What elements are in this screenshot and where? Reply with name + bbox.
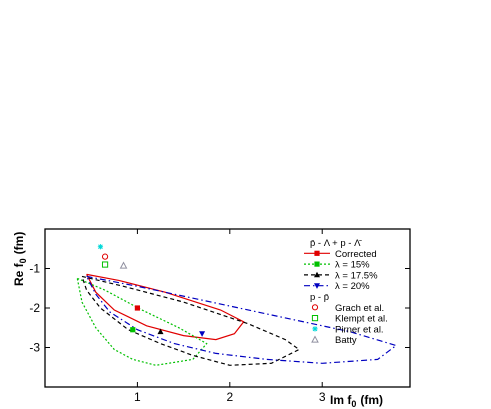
contour-15 [76,277,208,366]
y-tick-label: -1 [29,262,40,276]
point-pirner-et-al [97,244,104,250]
y-tick-label: -3 [29,341,40,355]
contour-corrected [86,273,245,341]
legend-label-grach-et-al: Grach et al. [335,303,384,314]
best-fit-corrected [134,305,141,311]
x-tick-label: 3 [319,390,326,404]
contour-17-5 [81,275,301,366]
point-layer [97,244,206,337]
y-axis-label-unit: (fm) [12,232,26,255]
legend-label-klempt-et-al: Klempt et al. [335,314,388,325]
legend-marker-klempt-et-al [311,315,319,322]
x-axis-label: Im f0 (fm) [330,393,383,409]
x-axis-label-main: Im f [330,393,352,407]
legend-header: p - p̄ [310,292,329,303]
legend-marker-grach-et-al [311,304,319,311]
best-fit-15 [130,327,136,333]
point-batty [119,261,128,269]
contour-20 [86,275,398,364]
legend-marker-batty [311,335,319,343]
x-tick-label: 1 [134,390,141,404]
y-axis-label: Re f0 (fm) [12,232,28,286]
legend-label-15: λ = 15% [335,260,370,271]
x-tick-label: 2 [226,390,233,404]
x-axis-label-unit: (fm) [360,393,383,407]
y-axis-label-sub: 0 [18,258,28,263]
legend-marker-corrected [314,250,320,256]
point-grach-et-al [101,253,109,260]
best-fit-17-5 [157,328,164,335]
y-tick-label: -2 [29,301,40,315]
legend-label-17-5: λ = 17.5% [335,270,378,281]
legend-header: p̄ - Λ + p - Λ̄ [310,238,362,249]
best-fit-20 [199,331,206,337]
legend-marker-20 [314,283,320,289]
legend-marker-17-5 [314,271,320,278]
legend-label-20: λ = 20% [335,281,370,292]
point-klempt-et-al [101,261,109,268]
y-axis-label-main: Re f [12,262,26,286]
legend-marker-15 [314,261,320,267]
legend-label-corrected: Corrected [335,249,377,260]
x-axis-label-sub: 0 [351,399,356,409]
legend-label-pirner-et-al: Pirner et al. [335,324,384,335]
legend-label-batty: Batty [335,335,357,346]
legend-marker-pirner-et-al [312,326,318,332]
axis-ticks: 1 2 3 -1 -2 -3 [29,229,410,404]
